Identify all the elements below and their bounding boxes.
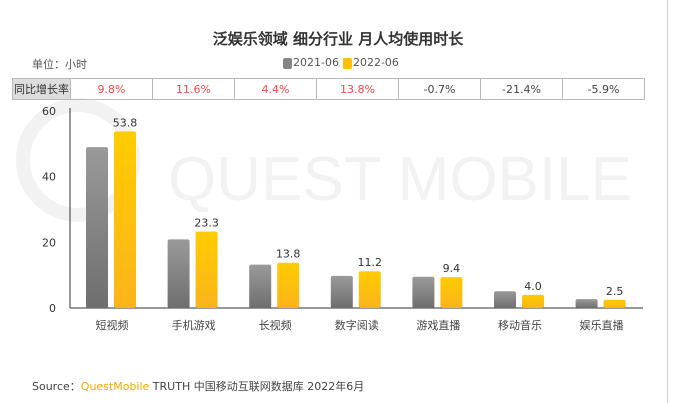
bar-2022 bbox=[522, 294, 544, 308]
source-footer: Source：QuestMobile TRUTH 中国移动互联网数据库 2022… bbox=[32, 378, 364, 394]
data-label: 13.8 bbox=[276, 248, 301, 261]
bar-2021 bbox=[330, 275, 353, 308]
x-tick-label: 娱乐直播 bbox=[580, 318, 624, 332]
bar-2021 bbox=[167, 239, 190, 308]
yoy-cell: 4.4% bbox=[234, 78, 317, 100]
bar-2022 bbox=[114, 131, 136, 308]
x-tick-label: 短视频 bbox=[96, 318, 129, 332]
x-tick-label: 移动音乐 bbox=[498, 318, 542, 332]
yoy-cell: -21.4% bbox=[480, 78, 563, 100]
legend-swatch bbox=[342, 57, 352, 69]
bar-2022 bbox=[440, 277, 463, 308]
data-label: 4.0 bbox=[524, 280, 542, 293]
y-tick-label: 60 bbox=[42, 105, 56, 118]
legend-label: 2021-06 bbox=[293, 56, 339, 69]
data-label: 11.2 bbox=[358, 256, 383, 269]
bar-2021 bbox=[249, 264, 272, 308]
source-brand: QuestMobile bbox=[80, 380, 150, 393]
legend-2022: 2022-06 bbox=[342, 56, 399, 69]
x-tick-label: 长视频 bbox=[259, 318, 292, 332]
legend-2021: 2021-06 bbox=[283, 56, 339, 69]
legend: 2021-06 2022-06 bbox=[283, 56, 399, 69]
legend-label: 2022-06 bbox=[352, 56, 399, 69]
data-label: 53.8 bbox=[113, 116, 138, 129]
yoy-cell: -5.9% bbox=[562, 78, 645, 100]
unit-label: 单位：小时 bbox=[32, 58, 87, 71]
yoy-table: 同比增长率 9.8% 11.6% 4.4% 13.8% -0.7% -21.4% -5.9% bbox=[12, 78, 645, 100]
chart-title: 泛娱乐领域 细分行业 月人均使用时长 bbox=[212, 30, 464, 48]
source-text: TRUTH 中国移动互联网数据库 2022年6月 bbox=[149, 380, 365, 393]
bar-2021 bbox=[575, 299, 598, 308]
yoy-cell: -0.7% bbox=[398, 78, 481, 100]
x-tick-label: 数字阅读 bbox=[335, 318, 379, 332]
yoy-cell: 9.8% bbox=[70, 78, 153, 100]
y-tick-label: 0 bbox=[49, 302, 56, 315]
y-tick-label: 20 bbox=[42, 236, 56, 249]
yoy-header: 同比增长率 bbox=[12, 78, 71, 100]
bar-2021 bbox=[494, 291, 516, 308]
x-tick-label: 手机游戏 bbox=[172, 318, 216, 332]
bar-2022 bbox=[195, 231, 218, 308]
divider bbox=[667, 0, 668, 403]
x-tick-label: 游戏直播 bbox=[416, 318, 460, 332]
bar-2022 bbox=[603, 299, 626, 308]
bar-2022 bbox=[277, 262, 300, 308]
data-label: 2.5 bbox=[606, 285, 624, 298]
y-tick-label: 40 bbox=[42, 171, 56, 184]
bar-2022 bbox=[358, 271, 381, 308]
data-label: 9.4 bbox=[443, 262, 461, 275]
bar-2021 bbox=[86, 147, 108, 308]
yoy-cell: 13.8% bbox=[316, 78, 399, 100]
watermark: QUEST MOBILE bbox=[168, 145, 632, 214]
bar-2021 bbox=[412, 276, 435, 308]
yoy-cell: 11.6% bbox=[152, 78, 235, 100]
legend-swatch bbox=[283, 57, 292, 69]
data-label: 23.3 bbox=[194, 216, 219, 229]
source-prefix: Source： bbox=[32, 380, 81, 393]
